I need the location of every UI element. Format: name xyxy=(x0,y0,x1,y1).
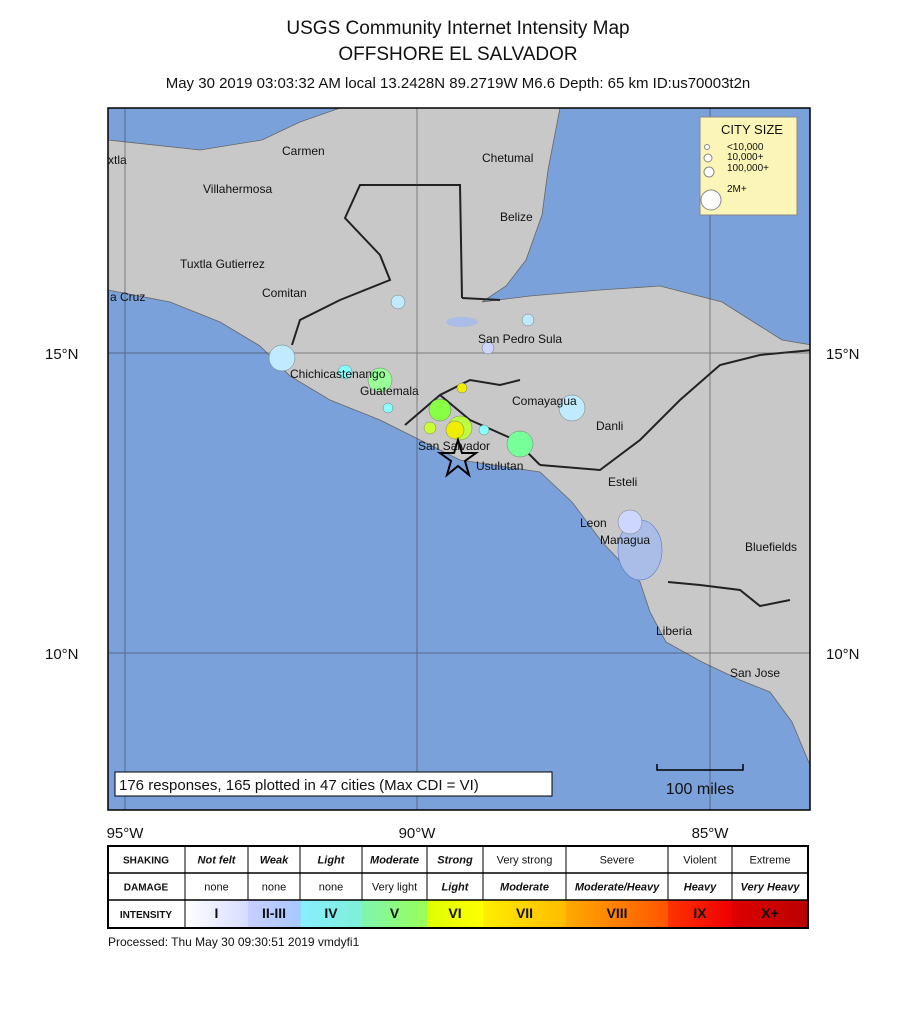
city-size-item: 100,000+ xyxy=(727,163,769,174)
subtitle: OFFSHORE EL SALVADOR xyxy=(338,44,577,65)
lon-label: 95°W xyxy=(107,825,145,842)
city: xtla xyxy=(108,153,127,167)
scale-label: 100 miles xyxy=(666,781,734,798)
city-size-title: CITY SIZE xyxy=(721,122,783,137)
intensity-swatch xyxy=(300,900,362,928)
intensity-swatch xyxy=(668,900,732,928)
legend-cell: Violent xyxy=(683,855,716,867)
city: Carmen xyxy=(282,144,325,158)
legend-cell: X+ xyxy=(761,905,779,921)
lake xyxy=(446,317,478,327)
epicenter xyxy=(436,436,480,478)
city-size-items: <10,000 10,000+ 100,000+ 2M+ xyxy=(727,142,769,195)
legend-cell: Moderate xyxy=(370,855,419,867)
grid xyxy=(108,108,810,810)
legend-cell: Not felt xyxy=(198,855,237,867)
lat-label: 15°N xyxy=(826,346,860,363)
legend-cell: Severe xyxy=(600,855,635,867)
legend-row-label: DAMAGE xyxy=(124,883,169,894)
legend-cell: Heavy xyxy=(684,882,717,894)
intensity-swatch xyxy=(732,900,808,928)
legend-cell: Light xyxy=(318,855,346,867)
legend-cell: II-III xyxy=(262,905,286,921)
responses: 176 responses, 165 plotted in 47 cities … xyxy=(119,777,479,794)
legend-cell: VIII xyxy=(606,905,627,921)
legend-row-label: SHAKING xyxy=(123,856,169,867)
intensity-swatch xyxy=(483,900,566,928)
legend-cell: Light xyxy=(442,882,470,894)
borders xyxy=(291,184,810,608)
city: Esteli xyxy=(608,475,637,489)
city: Comitan xyxy=(262,286,307,300)
legend-cell: I xyxy=(215,905,219,921)
legend-cell: V xyxy=(390,905,400,921)
map-frame xyxy=(107,107,811,811)
city: Managua xyxy=(600,533,650,547)
city: Chichicastenango xyxy=(290,367,386,381)
intensity-swatch xyxy=(362,900,427,928)
lat-label: 15°N xyxy=(45,346,79,363)
intensity-legend: SHAKING Not felt Weak Light Moderate Strong Ve… xyxy=(107,845,809,929)
responses-box xyxy=(114,771,553,797)
legend-frame xyxy=(107,845,809,929)
legend-cell: IX xyxy=(693,905,707,921)
lon-label: 85°W xyxy=(692,825,730,842)
legend-cell: none xyxy=(204,882,228,894)
legend-cell: none xyxy=(319,882,343,894)
legend-cell: Extreme xyxy=(750,855,791,867)
city: Chetumal xyxy=(482,151,533,165)
response-circles xyxy=(268,294,643,535)
city: Leon xyxy=(580,516,607,530)
city: San Pedro Sula xyxy=(478,332,562,346)
axis-labels: 15°N 15°N 10°N 10°N 95°W 90°W 85°W xyxy=(45,346,860,842)
intensity-swatch xyxy=(248,900,300,928)
scale-bar xyxy=(656,764,744,771)
city-size-item: 2M+ xyxy=(727,184,747,195)
legend-cell: Very Heavy xyxy=(741,882,801,894)
city: Liberia xyxy=(656,624,692,638)
legend-cell: VII xyxy=(516,905,533,921)
city-labels: xtla Carmen Chetumal Villahermosa Belize… xyxy=(108,144,797,680)
legend-cell: VI xyxy=(448,905,461,921)
city-size-item: <10,000 xyxy=(727,142,764,153)
lon-label: 90°W xyxy=(399,825,437,842)
city: Danli xyxy=(596,419,623,433)
map: xtla Carmen Chetumal Villahermosa Belize… xyxy=(107,107,811,811)
city: Bluefields xyxy=(745,540,797,554)
lat-label: 10°N xyxy=(45,646,79,663)
city-size-item: 10,000+ xyxy=(727,152,764,163)
city: a Cruz xyxy=(110,290,145,304)
legend-cell: Moderate/Heavy xyxy=(575,882,660,894)
intensity-swatch xyxy=(185,900,248,928)
legend-cell: IV xyxy=(324,905,338,921)
city: San Salvador xyxy=(418,439,490,453)
legend-cell: Very light xyxy=(372,882,417,894)
city: Tuxtla Gutierrez xyxy=(180,257,265,271)
city: San Jose xyxy=(730,666,780,680)
legend-cell: Very strong xyxy=(497,855,553,867)
city-size-circles xyxy=(700,144,722,211)
intensity-swatch xyxy=(427,900,483,928)
legend-cell: Strong xyxy=(437,855,473,867)
legend-cell: Weak xyxy=(260,855,289,867)
city: Guatemala xyxy=(360,384,419,398)
processed: Processed: Thu May 30 09:30:51 2019 vmdy… xyxy=(108,935,360,949)
lat-label: 10°N xyxy=(826,646,860,663)
city: Usulutan xyxy=(476,459,523,473)
city: Belize xyxy=(500,210,533,224)
info: May 30 2019 03:03:32 AM local 13.2428N 8… xyxy=(166,75,751,92)
legend-row-label: INTENSITY xyxy=(120,910,173,921)
legend-cell: Moderate xyxy=(500,882,549,894)
intensity-swatch xyxy=(566,900,668,928)
title: USGS Community Internet Intensity Map xyxy=(286,18,629,39)
city: Comayagua xyxy=(512,394,577,408)
legend-cell: none xyxy=(262,882,286,894)
city: Villahermosa xyxy=(203,182,272,196)
